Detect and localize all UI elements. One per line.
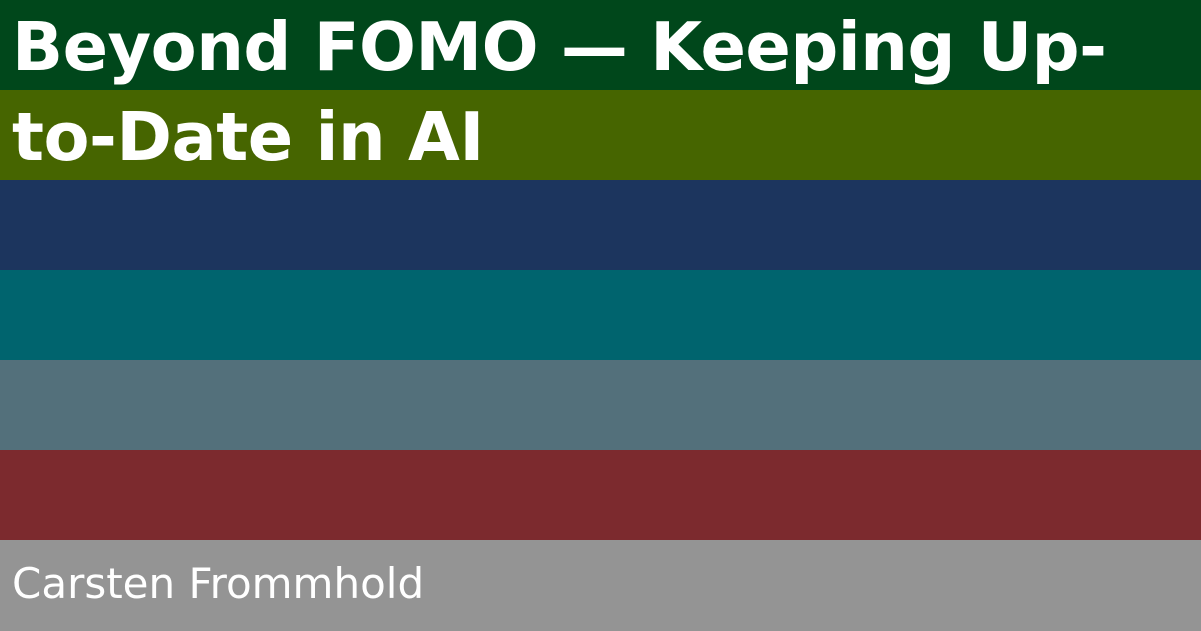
stripe-olive-green — [0, 90, 1201, 180]
stripe-gray — [0, 540, 1201, 631]
stripe-maroon — [0, 450, 1201, 540]
title-line-1: Beyond FOMO — Keeping Up- — [12, 8, 1107, 86]
author-name: Carsten Frommhold — [12, 559, 425, 608]
page-title: Beyond FOMO — Keeping Up- to-Date in AI — [12, 8, 1152, 182]
stripe-dark-green — [0, 0, 1201, 90]
stripe-navy — [0, 180, 1201, 270]
title-line-2: to-Date in AI — [12, 98, 484, 176]
stripe-teal — [0, 270, 1201, 360]
stripe-slate — [0, 360, 1201, 450]
